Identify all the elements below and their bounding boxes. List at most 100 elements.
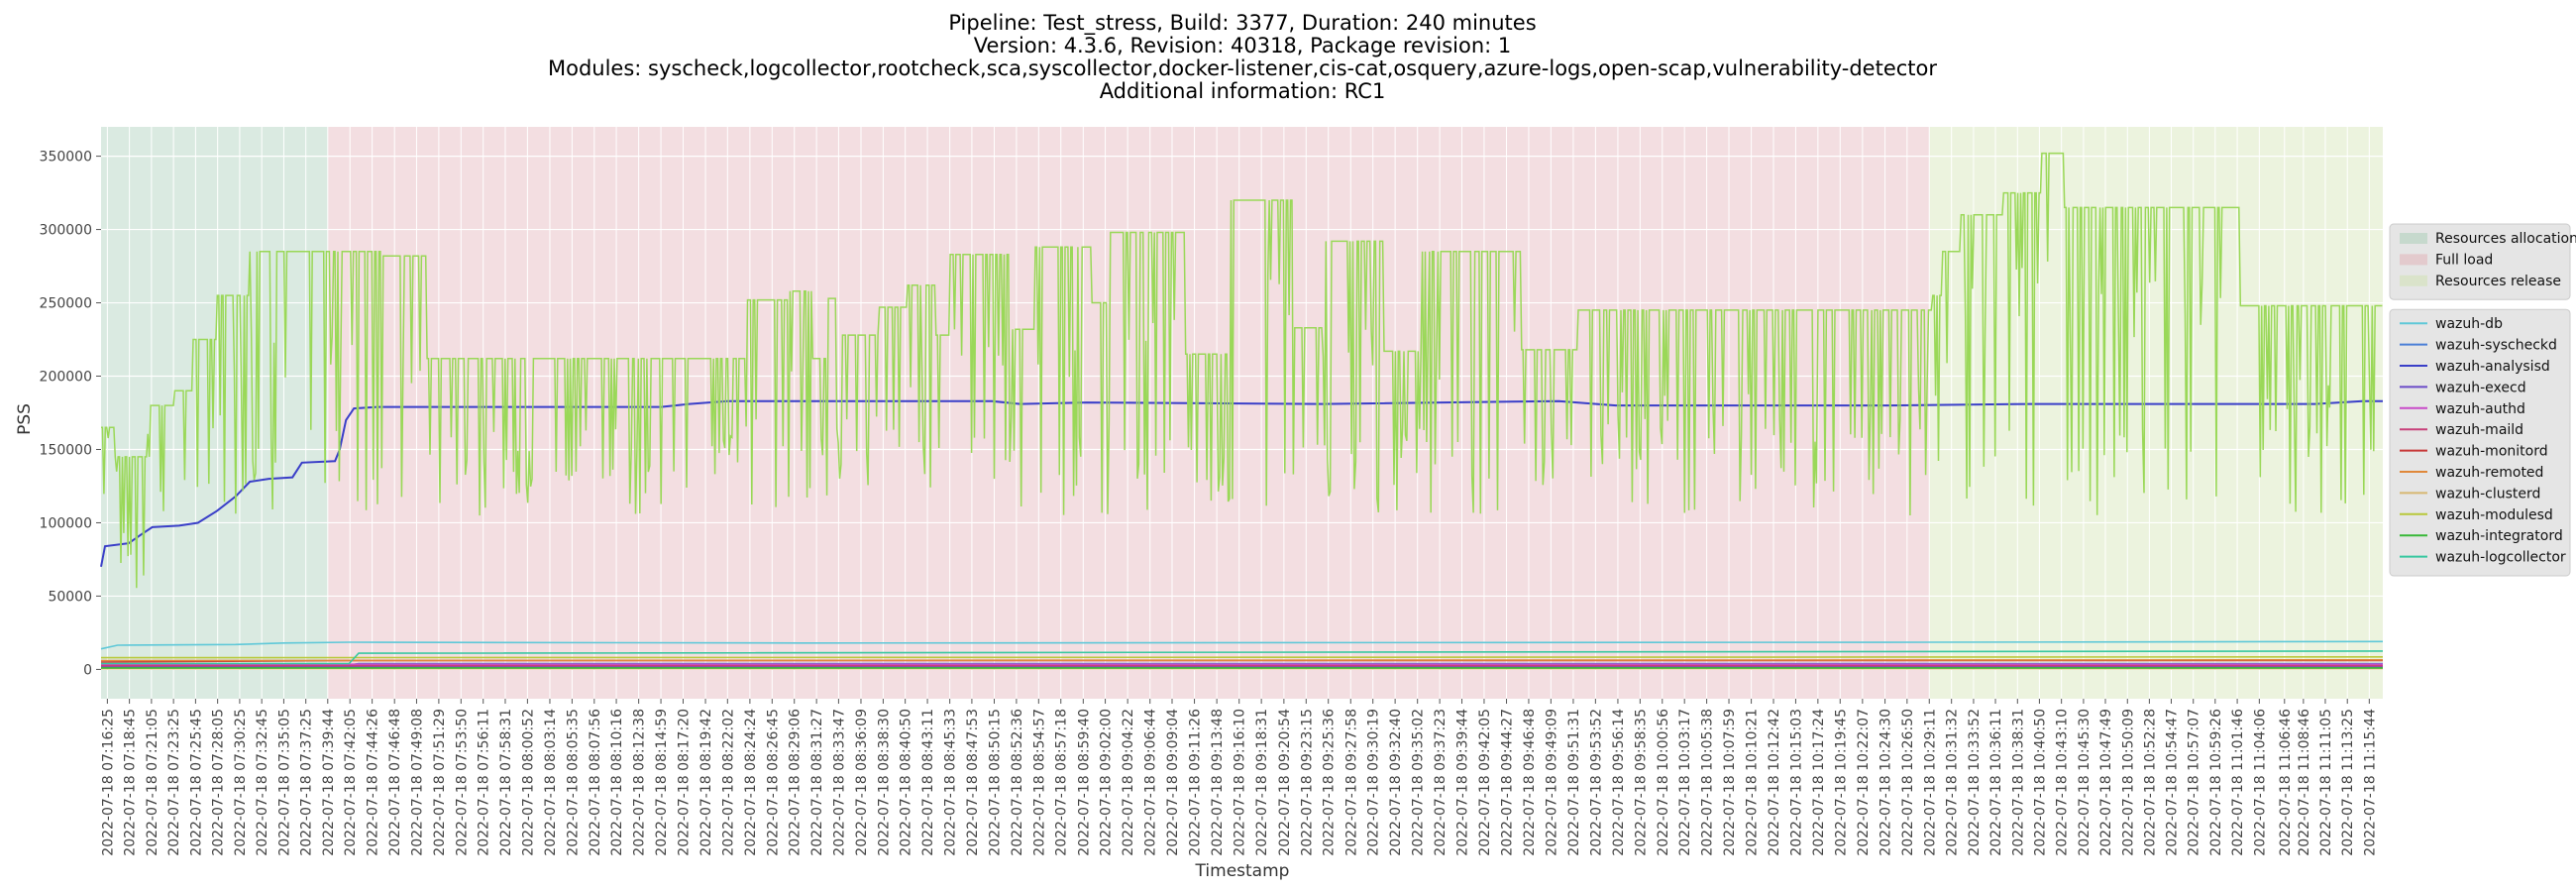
x-tick-label-9: 2022-07-18 07:37:25	[299, 709, 315, 856]
x-tick-label-35: 2022-07-18 08:38:30	[876, 709, 892, 856]
series-line-main	[101, 152, 2383, 589]
x-tick-label-43: 2022-07-18 08:57:18	[1054, 709, 1070, 856]
x-axis-label: Timestamp	[1195, 861, 1290, 881]
legend-label-0-0: Resources allocation	[2435, 231, 2576, 247]
x-tick-label-102: 2022-07-18 11:15:44	[2362, 709, 2378, 856]
x-tick-label-52: 2022-07-18 09:18:31	[1254, 709, 1270, 856]
x-tick-label-80: 2022-07-18 10:24:30	[1878, 709, 1894, 856]
x-tick-label-36: 2022-07-18 08:40:50	[899, 709, 914, 856]
x-tick-label-13: 2022-07-18 07:46:48	[387, 709, 403, 856]
x-tick-label-76: 2022-07-18 10:15:03	[1788, 709, 1804, 856]
x-tick-label-42: 2022-07-18 08:54:57	[1031, 709, 1047, 856]
x-tick-label-65: 2022-07-18 09:49:09	[1544, 709, 1559, 856]
x-tick-label-38: 2022-07-18 08:45:33	[943, 709, 959, 856]
series-line-wazuh-remoted	[100, 658, 2384, 662]
x-tick-label-46: 2022-07-18 09:04:22	[1121, 709, 1136, 856]
legend-box-0	[2389, 223, 2571, 300]
x-tick-label-6: 2022-07-18 07:30:25	[233, 709, 249, 856]
x-tick-label-88: 2022-07-18 10:43:10	[2055, 709, 2071, 856]
x-tick-label-20: 2022-07-18 08:03:14	[543, 709, 559, 856]
x-tick-label-69: 2022-07-18 09:58:35	[1633, 709, 1649, 856]
series-line-wazuh-db	[100, 640, 2384, 650]
x-tick-label-79: 2022-07-18 10:22:07	[1856, 709, 1872, 856]
x-tick-label-27: 2022-07-18 08:19:42	[698, 709, 714, 856]
x-tick-label-89: 2022-07-18 10:45:30	[2077, 709, 2093, 856]
x-tick-label-48: 2022-07-18 09:09:04	[1165, 709, 1181, 856]
x-tick-label-21: 2022-07-18 08:05:35	[565, 709, 581, 856]
series-lines	[100, 152, 2384, 670]
x-tick-label-77: 2022-07-18 10:17:24	[1811, 709, 1827, 856]
x-tick-label-12: 2022-07-18 07:44:26	[366, 709, 381, 856]
x-tick-label-33: 2022-07-18 08:33:47	[831, 709, 847, 856]
x-tick-label-3: 2022-07-18 07:23:25	[166, 709, 182, 856]
x-tick-label-50: 2022-07-18 09:13:48	[1210, 709, 1226, 856]
x-tick-label-59: 2022-07-18 09:35:02	[1411, 709, 1427, 856]
x-tick-label-61: 2022-07-18 09:39:44	[1455, 709, 1471, 856]
chart-title-line-4: Additional information: RC1	[1100, 79, 1386, 103]
x-tick-label-53: 2022-07-18 09:20:54	[1277, 709, 1293, 856]
x-tick-label-51: 2022-07-18 09:16:10	[1233, 709, 1248, 856]
x-tick-label-41: 2022-07-18 08:52:36	[1010, 709, 1025, 856]
x-tick-label-34: 2022-07-18 08:36:09	[854, 709, 870, 856]
y-tick-label-3: 150000	[40, 442, 92, 458]
x-tick-label-11: 2022-07-18 07:42:05	[343, 709, 359, 856]
x-tick-label-71: 2022-07-18 10:03:17	[1677, 709, 1693, 856]
x-tick-label-87: 2022-07-18 10:40:50	[2032, 709, 2048, 856]
legend-label-0-2: Resources release	[2435, 274, 2561, 289]
x-tick-label-81: 2022-07-18 10:26:50	[1900, 709, 1916, 856]
phase-backgrounds	[101, 127, 2383, 699]
x-tick-label-63: 2022-07-18 09:44:27	[1500, 709, 1516, 856]
x-tick-label-97: 2022-07-18 11:04:06	[2252, 709, 2268, 856]
x-tick-label-55: 2022-07-18 09:25:36	[1322, 709, 1338, 856]
x-tick-label-15: 2022-07-18 07:51:29	[432, 709, 448, 856]
x-tick-label-5: 2022-07-18 07:28:05	[211, 709, 227, 856]
legend-label-1-4: wazuh-authd	[2435, 401, 2525, 417]
x-tick-label-47: 2022-07-18 09:06:44	[1143, 709, 1159, 856]
x-tick-label-70: 2022-07-18 10:00:56	[1656, 709, 1671, 856]
x-tick-label-10: 2022-07-18 07:39:44	[321, 709, 337, 856]
x-tick-label-60: 2022-07-18 09:37:23	[1433, 709, 1449, 856]
x-tick-label-25: 2022-07-18 08:14:59	[654, 709, 670, 856]
x-tick-label-74: 2022-07-18 10:10:21	[1745, 709, 1761, 856]
chart-title-line-2: Version: 4.3.6, Revision: 40318, Package…	[974, 34, 1512, 57]
x-tick-label-30: 2022-07-18 08:26:45	[765, 709, 781, 856]
legend-swatch-0-1	[2400, 254, 2427, 266]
x-tick-label-58: 2022-07-18 09:32:40	[1388, 709, 1404, 856]
x-tick-label-100: 2022-07-18 11:11:05	[2318, 709, 2334, 856]
legend-label-1-6: wazuh-monitord	[2435, 444, 2548, 460]
x-tick-label-32: 2022-07-18 08:31:27	[809, 709, 825, 856]
x-tick-label-40: 2022-07-18 08:50:15	[987, 709, 1003, 856]
x-tick-label-101: 2022-07-18 11:13:25	[2340, 709, 2356, 856]
x-tick-label-44: 2022-07-18 08:59:40	[1076, 709, 1092, 856]
x-tick-label-31: 2022-07-18 08:29:06	[788, 709, 804, 856]
legend: Resources allocation Full load Resources r…	[2389, 223, 2576, 577]
x-tick-label-90: 2022-07-18 10:47:49	[2098, 709, 2114, 856]
legend-label-1-11: wazuh-logcollector	[2435, 550, 2566, 566]
legend-label-1-8: wazuh-clusterd	[2435, 486, 2540, 502]
legend-label-1-0: wazuh-db	[2435, 316, 2503, 332]
x-tick-label-94: 2022-07-18 10:57:07	[2187, 709, 2202, 856]
x-tick-label-75: 2022-07-18 10:12:42	[1767, 709, 1782, 856]
x-tick-label-83: 2022-07-18 10:31:32	[1945, 709, 1961, 856]
chart-title: Pipeline: Test_stress, Build: 3377, Dura…	[548, 11, 1937, 103]
legend-swatch-0-2	[2400, 275, 2427, 286]
x-tick-label-26: 2022-07-18 08:17:20	[676, 709, 692, 856]
x-tick-label-45: 2022-07-18 09:02:00	[1099, 709, 1115, 856]
x-tick-label-68: 2022-07-18 09:56:14	[1611, 709, 1627, 856]
x-tick-label-66: 2022-07-18 09:51:31	[1566, 709, 1582, 856]
x-tick-label-92: 2022-07-18 10:52:28	[2142, 709, 2158, 856]
x-tick-label-91: 2022-07-18 10:50:09	[2120, 709, 2136, 856]
x-tick-label-86: 2022-07-18 10:38:31	[2010, 709, 2026, 856]
y-axis: 0 50000 100000 150000 200000 250000 300000 3500…	[40, 150, 101, 678]
y-tick-label-5: 250000	[40, 296, 92, 312]
legend-label-1-1: wazuh-syscheckd	[2435, 338, 2557, 354]
chart-title-line-3: Modules: syscheck,logcollector,rootcheck…	[548, 56, 1937, 80]
x-tick-label-28: 2022-07-18 08:22:02	[720, 709, 736, 856]
series-line-wazuh-modulesd	[100, 655, 2384, 659]
legend-label-1-9: wazuh-modulesd	[2435, 507, 2553, 523]
x-tick-label-1: 2022-07-18 07:18:45	[123, 709, 139, 856]
legend-label-1-2: wazuh-analysisd	[2435, 359, 2550, 375]
x-tick-label-14: 2022-07-18 07:49:08	[409, 709, 425, 856]
y-tick-label-6: 300000	[40, 223, 92, 239]
